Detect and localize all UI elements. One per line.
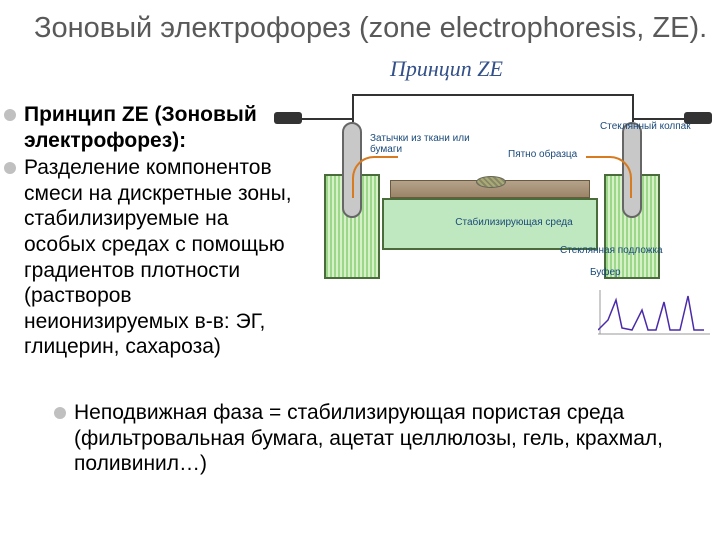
label-medium: Стабилизирующая среда xyxy=(454,218,574,229)
bullet-text: Неподвижная фаза = стабилизирующая порис… xyxy=(74,400,674,477)
bullet-icon xyxy=(4,109,16,121)
bullets-left: Принцип ZE (Зоновый электрофорез): Разде… xyxy=(4,102,294,362)
label-support: Стеклянная подложка xyxy=(560,246,680,257)
slide-title: Зоновый электрофорез (zone electrophores… xyxy=(34,10,707,46)
bullet-text: Разделение компонентов смеси на дискретн… xyxy=(24,155,294,360)
wire xyxy=(634,118,684,120)
label-spot: Пятно образца xyxy=(508,150,588,161)
label-buffer: Буфер xyxy=(590,268,650,279)
bullet-bold: Принцип ZE (Зоновый электрофорез): xyxy=(24,103,257,152)
sample-spot xyxy=(476,176,506,188)
list-item: Принцип ZE (Зоновый электрофорез): xyxy=(4,102,294,153)
bullet-icon xyxy=(4,162,16,174)
bullet-icon xyxy=(54,407,66,419)
diagram-title: Принцип ZE xyxy=(390,56,503,82)
plug-icon xyxy=(274,112,302,124)
apparatus-diagram: Принцип ZE Затычки из ткани или бумаги С… xyxy=(290,50,720,340)
label-wicks: Затычки из ткани или бумаги xyxy=(370,134,490,155)
list-item: Неподвижная фаза = стабилизирующая порис… xyxy=(54,400,674,477)
densitogram-trace xyxy=(598,296,704,330)
densitogram-plot xyxy=(598,290,710,336)
label-cover: Стеклянный колпак xyxy=(600,122,700,133)
wire xyxy=(302,118,352,120)
wire xyxy=(352,94,632,96)
list-item: Разделение компонентов смеси на дискретн… xyxy=(4,155,294,360)
bullets-bottom: Неподвижная фаза = стабилизирующая порис… xyxy=(54,400,674,479)
wick-left xyxy=(352,156,398,198)
wick-right xyxy=(586,156,632,198)
wire xyxy=(352,94,354,122)
